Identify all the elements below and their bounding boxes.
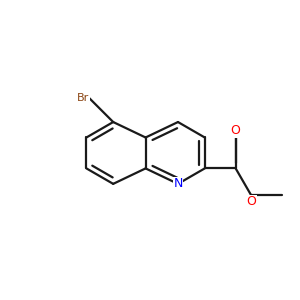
- Text: Br: Br: [77, 93, 89, 103]
- Text: O: O: [231, 124, 241, 137]
- Text: N: N: [173, 177, 183, 190]
- Text: O: O: [246, 195, 256, 208]
